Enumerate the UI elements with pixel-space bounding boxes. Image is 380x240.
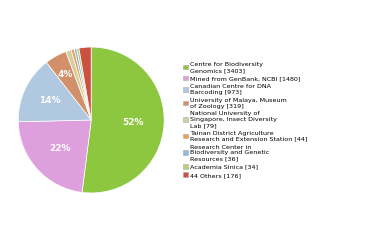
Wedge shape xyxy=(71,49,91,120)
Wedge shape xyxy=(79,47,91,120)
Wedge shape xyxy=(77,48,91,120)
Text: 14%: 14% xyxy=(40,96,61,105)
Wedge shape xyxy=(18,62,91,122)
Wedge shape xyxy=(74,48,91,120)
Wedge shape xyxy=(46,52,91,120)
Wedge shape xyxy=(82,47,164,193)
Text: 4%: 4% xyxy=(58,70,73,78)
Text: 52%: 52% xyxy=(123,118,144,127)
Wedge shape xyxy=(18,120,91,192)
Wedge shape xyxy=(66,50,91,120)
Text: 22%: 22% xyxy=(49,144,71,153)
Legend: Centre for Biodiversity
Genomics [3403], Mined from GenBank, NCBI [1480], Canadi: Centre for Biodiversity Genomics [3403],… xyxy=(182,61,309,179)
